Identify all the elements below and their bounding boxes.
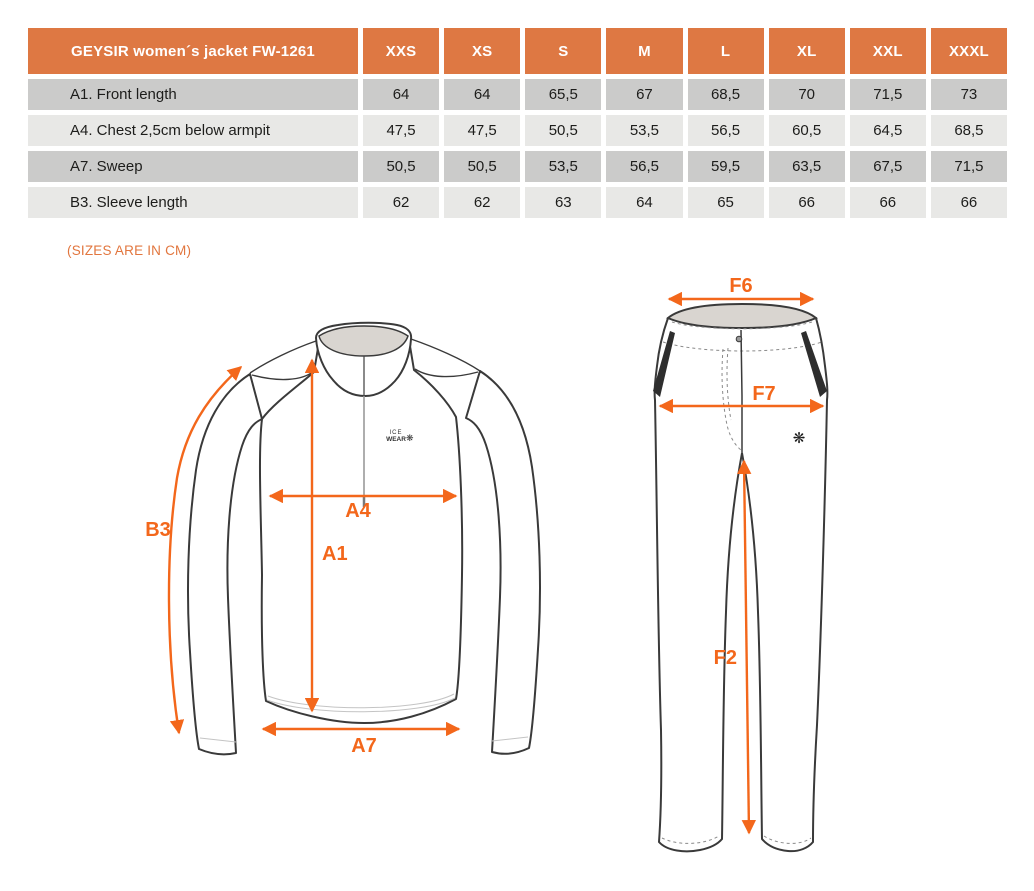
cell-value: 70 [768, 79, 845, 110]
pocket-right [801, 331, 827, 397]
cell-value: 68,5 [930, 115, 1007, 146]
cell-value: 50,5 [525, 115, 602, 146]
measurement-label-a7: A7 [351, 735, 377, 757]
cell-value: 47,5 [444, 115, 521, 146]
cell-value: 71,5 [849, 79, 926, 110]
snowflake-icon: ❋ [406, 433, 414, 443]
row-label-front-length: A1. Front length [28, 79, 358, 110]
jacket-diagram: ICE WEAR ❋ B3 A4 A1 A7 [145, 321, 541, 757]
cell-value: 68,5 [687, 79, 764, 110]
cell-value: 67,5 [849, 151, 926, 182]
cell-value: 53,5 [525, 151, 602, 182]
units-note: (SIZES ARE IN CM) [67, 243, 192, 258]
cell-value: 63,5 [768, 151, 845, 182]
brand-logo-text: ICE [389, 430, 402, 436]
cell-value: 71,5 [930, 151, 1007, 182]
measurement-label-a1: A1 [322, 543, 348, 565]
waist-opening [666, 302, 818, 330]
cell-value: 56,5 [687, 115, 764, 146]
cell-value: 64 [444, 79, 521, 110]
cell-value: 62 [444, 187, 521, 218]
measurement-label-f7: F7 [752, 383, 775, 405]
table-header-xxxl: XXXL [930, 28, 1007, 74]
table-header-xl: XL [768, 28, 845, 74]
table-header-xs: XS [444, 28, 521, 74]
size-table: GEYSIR women´s jacket FW-1261 XXS XS S M… [28, 28, 1007, 218]
table-header-m: M [606, 28, 683, 74]
pocket-left [653, 331, 675, 397]
measurement-label-a4: A4 [345, 500, 371, 522]
table-header-s: S [525, 28, 602, 74]
cell-value: 64 [606, 187, 683, 218]
table-header-xxl: XXL [849, 28, 926, 74]
cell-value: 56,5 [606, 151, 683, 182]
brand-logo-text: WEAR [386, 436, 406, 443]
collar-inner [318, 325, 409, 357]
cell-value: 59,5 [687, 151, 764, 182]
cell-value: 60,5 [768, 115, 845, 146]
measurement-arrow-b3 [167, 366, 243, 735]
row-label-sleeve-length: B3. Sleeve length [28, 187, 358, 218]
cell-value: 64,5 [849, 115, 926, 146]
stitching [199, 693, 529, 743]
measurement-label-f2: F2 [714, 647, 737, 669]
cell-value: 66 [930, 187, 1007, 218]
table-header-l: L [687, 28, 764, 74]
cell-value: 64 [363, 79, 440, 110]
measurement-label-f6: F6 [729, 278, 752, 297]
pants-outline [653, 317, 829, 853]
cell-value: 65,5 [525, 79, 602, 110]
fly-line [740, 329, 743, 452]
cell-value: 53,5 [606, 115, 683, 146]
cell-value: 67 [606, 79, 683, 110]
measurement-arrow-f2 [736, 459, 757, 835]
cell-value: 50,5 [444, 151, 521, 182]
waist-button [735, 335, 743, 343]
cell-value: 65 [687, 187, 764, 218]
cell-value: 62 [363, 187, 440, 218]
cell-value: 66 [849, 187, 926, 218]
pants-diagram: ❋ F6 F7 F2 [653, 278, 829, 853]
cell-value: 73 [930, 79, 1007, 110]
row-label-sweep: A7. Sweep [28, 151, 358, 182]
measurement-label-b3: B3 [145, 519, 171, 541]
cell-value: 50,5 [363, 151, 440, 182]
cell-value: 66 [768, 187, 845, 218]
table-header-xxs: XXS [363, 28, 440, 74]
snowflake-icon: ❋ [793, 430, 806, 447]
cell-value: 63 [525, 187, 602, 218]
cell-value: 47,5 [363, 115, 440, 146]
row-label-chest: A4. Chest 2,5cm below armpit [28, 115, 358, 146]
table-header-product: GEYSIR women´s jacket FW-1261 [28, 28, 358, 74]
